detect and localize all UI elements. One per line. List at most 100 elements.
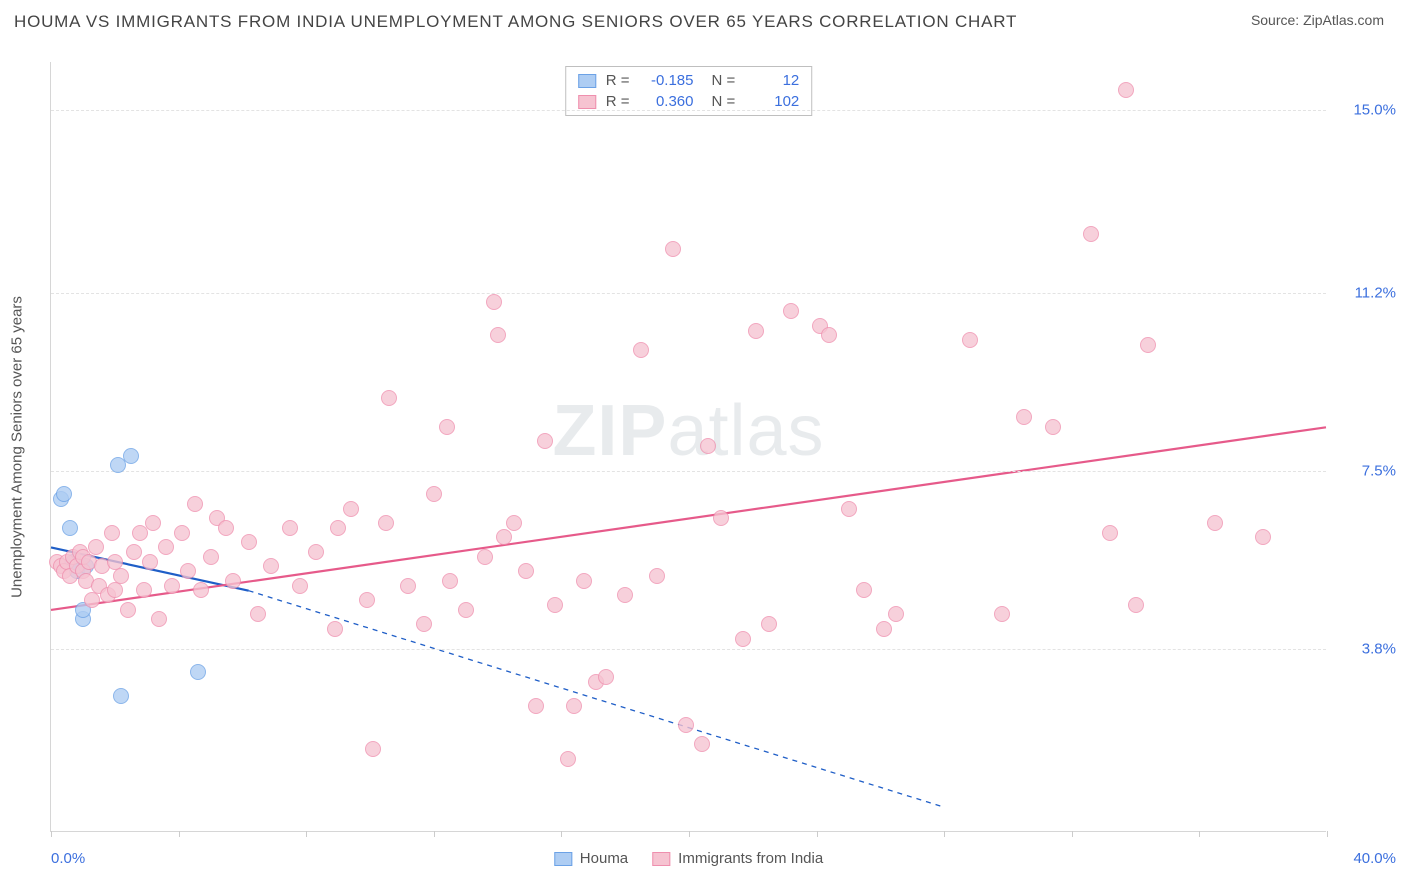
data-point	[694, 736, 710, 752]
data-point	[164, 578, 180, 594]
data-point	[308, 544, 324, 560]
data-point	[490, 327, 506, 343]
source-label: Source: ZipAtlas.com	[1251, 12, 1384, 28]
y-tick-label: 7.5%	[1336, 463, 1396, 480]
correlation-legend: R =-0.185N =12R =0.360N =102	[565, 66, 813, 116]
x-tick	[1327, 831, 1328, 837]
data-point	[381, 390, 397, 406]
chart-title: HOUMA VS IMMIGRANTS FROM INDIA UNEMPLOYM…	[14, 12, 1017, 32]
data-point	[190, 664, 206, 680]
chart-header: HOUMA VS IMMIGRANTS FROM INDIA UNEMPLOYM…	[0, 0, 1406, 32]
legend-r-label: R =	[606, 93, 630, 110]
data-point	[416, 616, 432, 632]
legend-item: Immigrants from India	[652, 850, 823, 867]
x-tick	[817, 831, 818, 837]
data-point	[426, 486, 442, 502]
data-point	[617, 587, 633, 603]
data-point	[783, 303, 799, 319]
data-point	[598, 669, 614, 685]
data-point	[142, 554, 158, 570]
data-point	[292, 578, 308, 594]
data-point	[528, 698, 544, 714]
data-point	[62, 520, 78, 536]
legend-row: R =-0.185N =12	[566, 70, 812, 91]
data-point	[359, 592, 375, 608]
data-point	[486, 294, 502, 310]
trend-lines	[51, 62, 1326, 831]
gridline	[51, 110, 1326, 111]
x-tick	[689, 831, 690, 837]
data-point	[107, 582, 123, 598]
data-point	[566, 698, 582, 714]
data-point	[180, 563, 196, 579]
legend-r-value: 0.360	[640, 93, 694, 110]
y-tick-label: 15.0%	[1336, 102, 1396, 119]
data-point	[518, 563, 534, 579]
data-point	[123, 448, 139, 464]
legend-swatch	[578, 74, 596, 88]
data-point	[241, 534, 257, 550]
legend-item: Houma	[554, 850, 628, 867]
data-point	[263, 558, 279, 574]
x-tick	[179, 831, 180, 837]
data-point	[187, 496, 203, 512]
data-point	[700, 438, 716, 454]
x-tick	[1072, 831, 1073, 837]
data-point	[748, 323, 764, 339]
data-point	[1140, 337, 1156, 353]
data-point	[126, 544, 142, 560]
x-tick	[944, 831, 945, 837]
data-point	[378, 515, 394, 531]
data-point	[856, 582, 872, 598]
legend-n-label: N =	[712, 72, 736, 89]
data-point	[151, 611, 167, 627]
data-point	[327, 621, 343, 637]
legend-n-value: 102	[745, 93, 799, 110]
data-point	[477, 549, 493, 565]
data-point	[218, 520, 234, 536]
legend-swatch	[554, 852, 572, 866]
scatter-chart: Unemployment Among Seniors over 65 years…	[50, 62, 1326, 832]
gridline	[51, 649, 1326, 650]
gridline	[51, 471, 1326, 472]
data-point	[1128, 597, 1144, 613]
legend-r-value: -0.185	[640, 72, 694, 89]
data-point	[225, 573, 241, 589]
data-point	[56, 486, 72, 502]
x-tick	[434, 831, 435, 837]
data-point	[633, 342, 649, 358]
data-point	[876, 621, 892, 637]
data-point	[343, 501, 359, 517]
data-point	[841, 501, 857, 517]
data-point	[649, 568, 665, 584]
data-point	[713, 510, 729, 526]
x-axis-min-label: 0.0%	[51, 850, 85, 867]
legend-label: Immigrants from India	[678, 850, 823, 867]
data-point	[120, 602, 136, 618]
data-point	[193, 582, 209, 598]
data-point	[576, 573, 592, 589]
data-point	[113, 688, 129, 704]
data-point	[145, 515, 161, 531]
y-tick-label: 11.2%	[1336, 285, 1396, 302]
data-point	[400, 578, 416, 594]
data-point	[1207, 515, 1223, 531]
data-point	[888, 606, 904, 622]
data-point	[962, 332, 978, 348]
legend-n-label: N =	[712, 93, 736, 110]
data-point	[496, 529, 512, 545]
y-tick-label: 3.8%	[1336, 641, 1396, 658]
legend-n-value: 12	[745, 72, 799, 89]
data-point	[1083, 226, 1099, 242]
data-point	[439, 419, 455, 435]
data-point	[1255, 529, 1271, 545]
data-point	[761, 616, 777, 632]
data-point	[282, 520, 298, 536]
data-point	[113, 568, 129, 584]
data-point	[547, 597, 563, 613]
data-point	[1016, 409, 1032, 425]
data-point	[104, 525, 120, 541]
x-tick	[306, 831, 307, 837]
series-legend: Houma Immigrants from India	[554, 850, 823, 867]
data-point	[365, 741, 381, 757]
